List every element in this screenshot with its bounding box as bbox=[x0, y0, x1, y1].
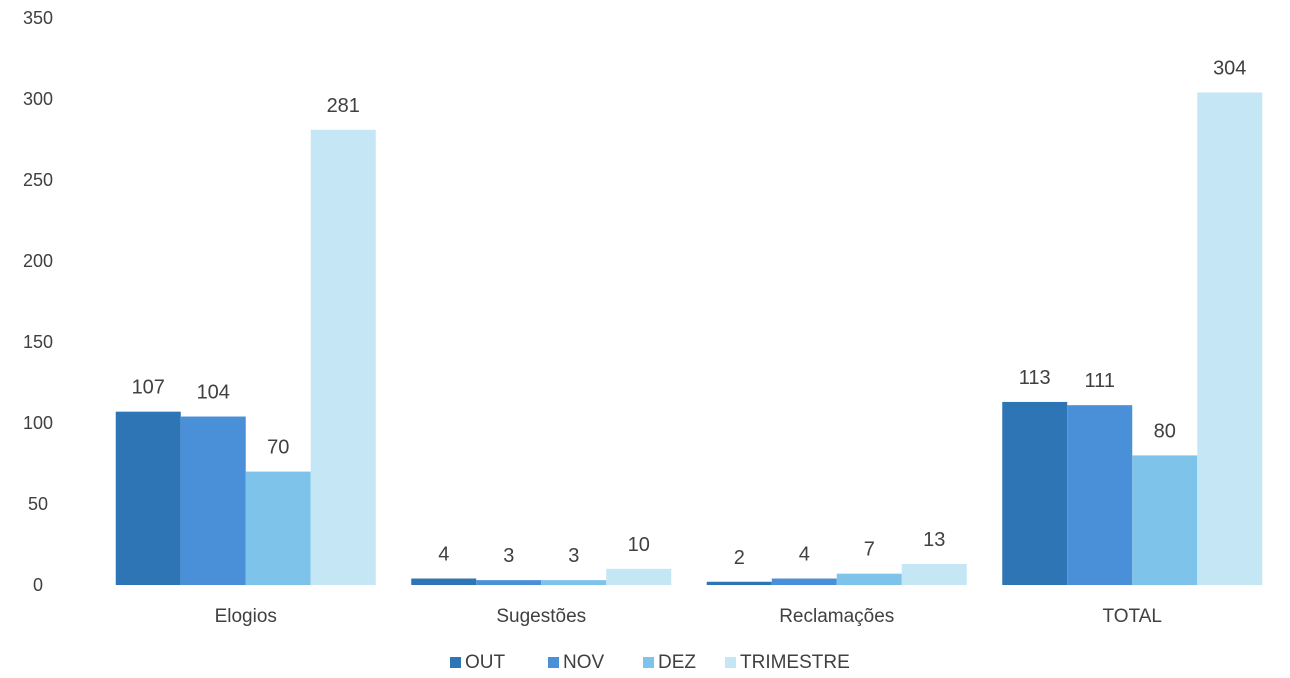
bars bbox=[115, 92, 1263, 586]
data-label: 3 bbox=[568, 545, 579, 567]
legend: OUT NOV DEZ TRIMESTRE bbox=[450, 652, 850, 673]
bar-dez-3 bbox=[1132, 455, 1198, 585]
bar-dez-0 bbox=[245, 471, 311, 585]
x-category-label: TOTAL bbox=[1103, 606, 1162, 627]
data-label: 107 bbox=[132, 377, 165, 399]
data-label: 281 bbox=[327, 95, 360, 117]
y-tick-label: 50 bbox=[28, 494, 48, 514]
data-label: 70 bbox=[267, 437, 289, 459]
legend-swatch-nov bbox=[548, 657, 559, 668]
bar-out-0 bbox=[115, 411, 181, 585]
data-label: 7 bbox=[864, 539, 875, 561]
y-tick-label: 300 bbox=[23, 89, 53, 109]
y-tick-label: 350 bbox=[23, 8, 53, 28]
data-label: 111 bbox=[1085, 370, 1115, 392]
legend-label: OUT bbox=[465, 652, 506, 673]
bar-trimestre-3 bbox=[1197, 92, 1263, 586]
data-label: 80 bbox=[1154, 420, 1176, 442]
bar-trimestre-1 bbox=[606, 568, 672, 585]
bar-out-2 bbox=[706, 581, 772, 585]
legend-label: NOV bbox=[563, 652, 605, 673]
data-label: 3 bbox=[503, 545, 514, 567]
legend-swatch-dez bbox=[643, 657, 654, 668]
x-category-label: Reclamações bbox=[779, 606, 894, 627]
y-axis: 0 50 100 150 200 250 300 350 bbox=[23, 8, 53, 595]
legend-label: TRIMESTRE bbox=[740, 652, 850, 673]
bar-nov-2 bbox=[771, 578, 837, 585]
bar-trimestre-2 bbox=[901, 563, 967, 585]
legend-swatch-trimestre bbox=[725, 657, 736, 668]
legend-swatch-out bbox=[450, 657, 461, 668]
x-category-label: Sugestões bbox=[496, 606, 586, 627]
bar-nov-0 bbox=[180, 416, 246, 585]
y-tick-label: 150 bbox=[23, 332, 53, 352]
data-label: 4 bbox=[799, 544, 810, 566]
bar-nov-3 bbox=[1067, 405, 1133, 585]
data-label: 4 bbox=[438, 544, 449, 566]
y-tick-label: 250 bbox=[23, 170, 53, 190]
y-tick-label: 100 bbox=[23, 413, 53, 433]
value-labels: 107 104 70 281 4 3 3 10 2 4 7 13 113 111 80 304 bbox=[132, 58, 1247, 569]
data-label: 104 bbox=[197, 382, 230, 404]
bar-dez-2 bbox=[836, 573, 902, 585]
bar-out-3 bbox=[1002, 401, 1068, 585]
bar-out-1 bbox=[411, 578, 477, 585]
bar-trimestre-0 bbox=[310, 129, 376, 585]
bar-nov-1 bbox=[476, 580, 542, 585]
bar-dez-1 bbox=[541, 580, 607, 585]
y-tick-label: 200 bbox=[23, 251, 53, 271]
data-label: 113 bbox=[1019, 367, 1051, 389]
x-category-label: Elogios bbox=[215, 606, 277, 627]
x-axis: Elogios Sugestões Reclamações TOTAL bbox=[215, 606, 1162, 627]
data-label: 13 bbox=[923, 529, 945, 551]
data-label: 2 bbox=[734, 547, 745, 569]
data-label: 304 bbox=[1213, 58, 1246, 80]
legend-label: DEZ bbox=[658, 652, 696, 673]
y-tick-label: 0 bbox=[33, 575, 43, 595]
data-label: 10 bbox=[628, 534, 650, 556]
